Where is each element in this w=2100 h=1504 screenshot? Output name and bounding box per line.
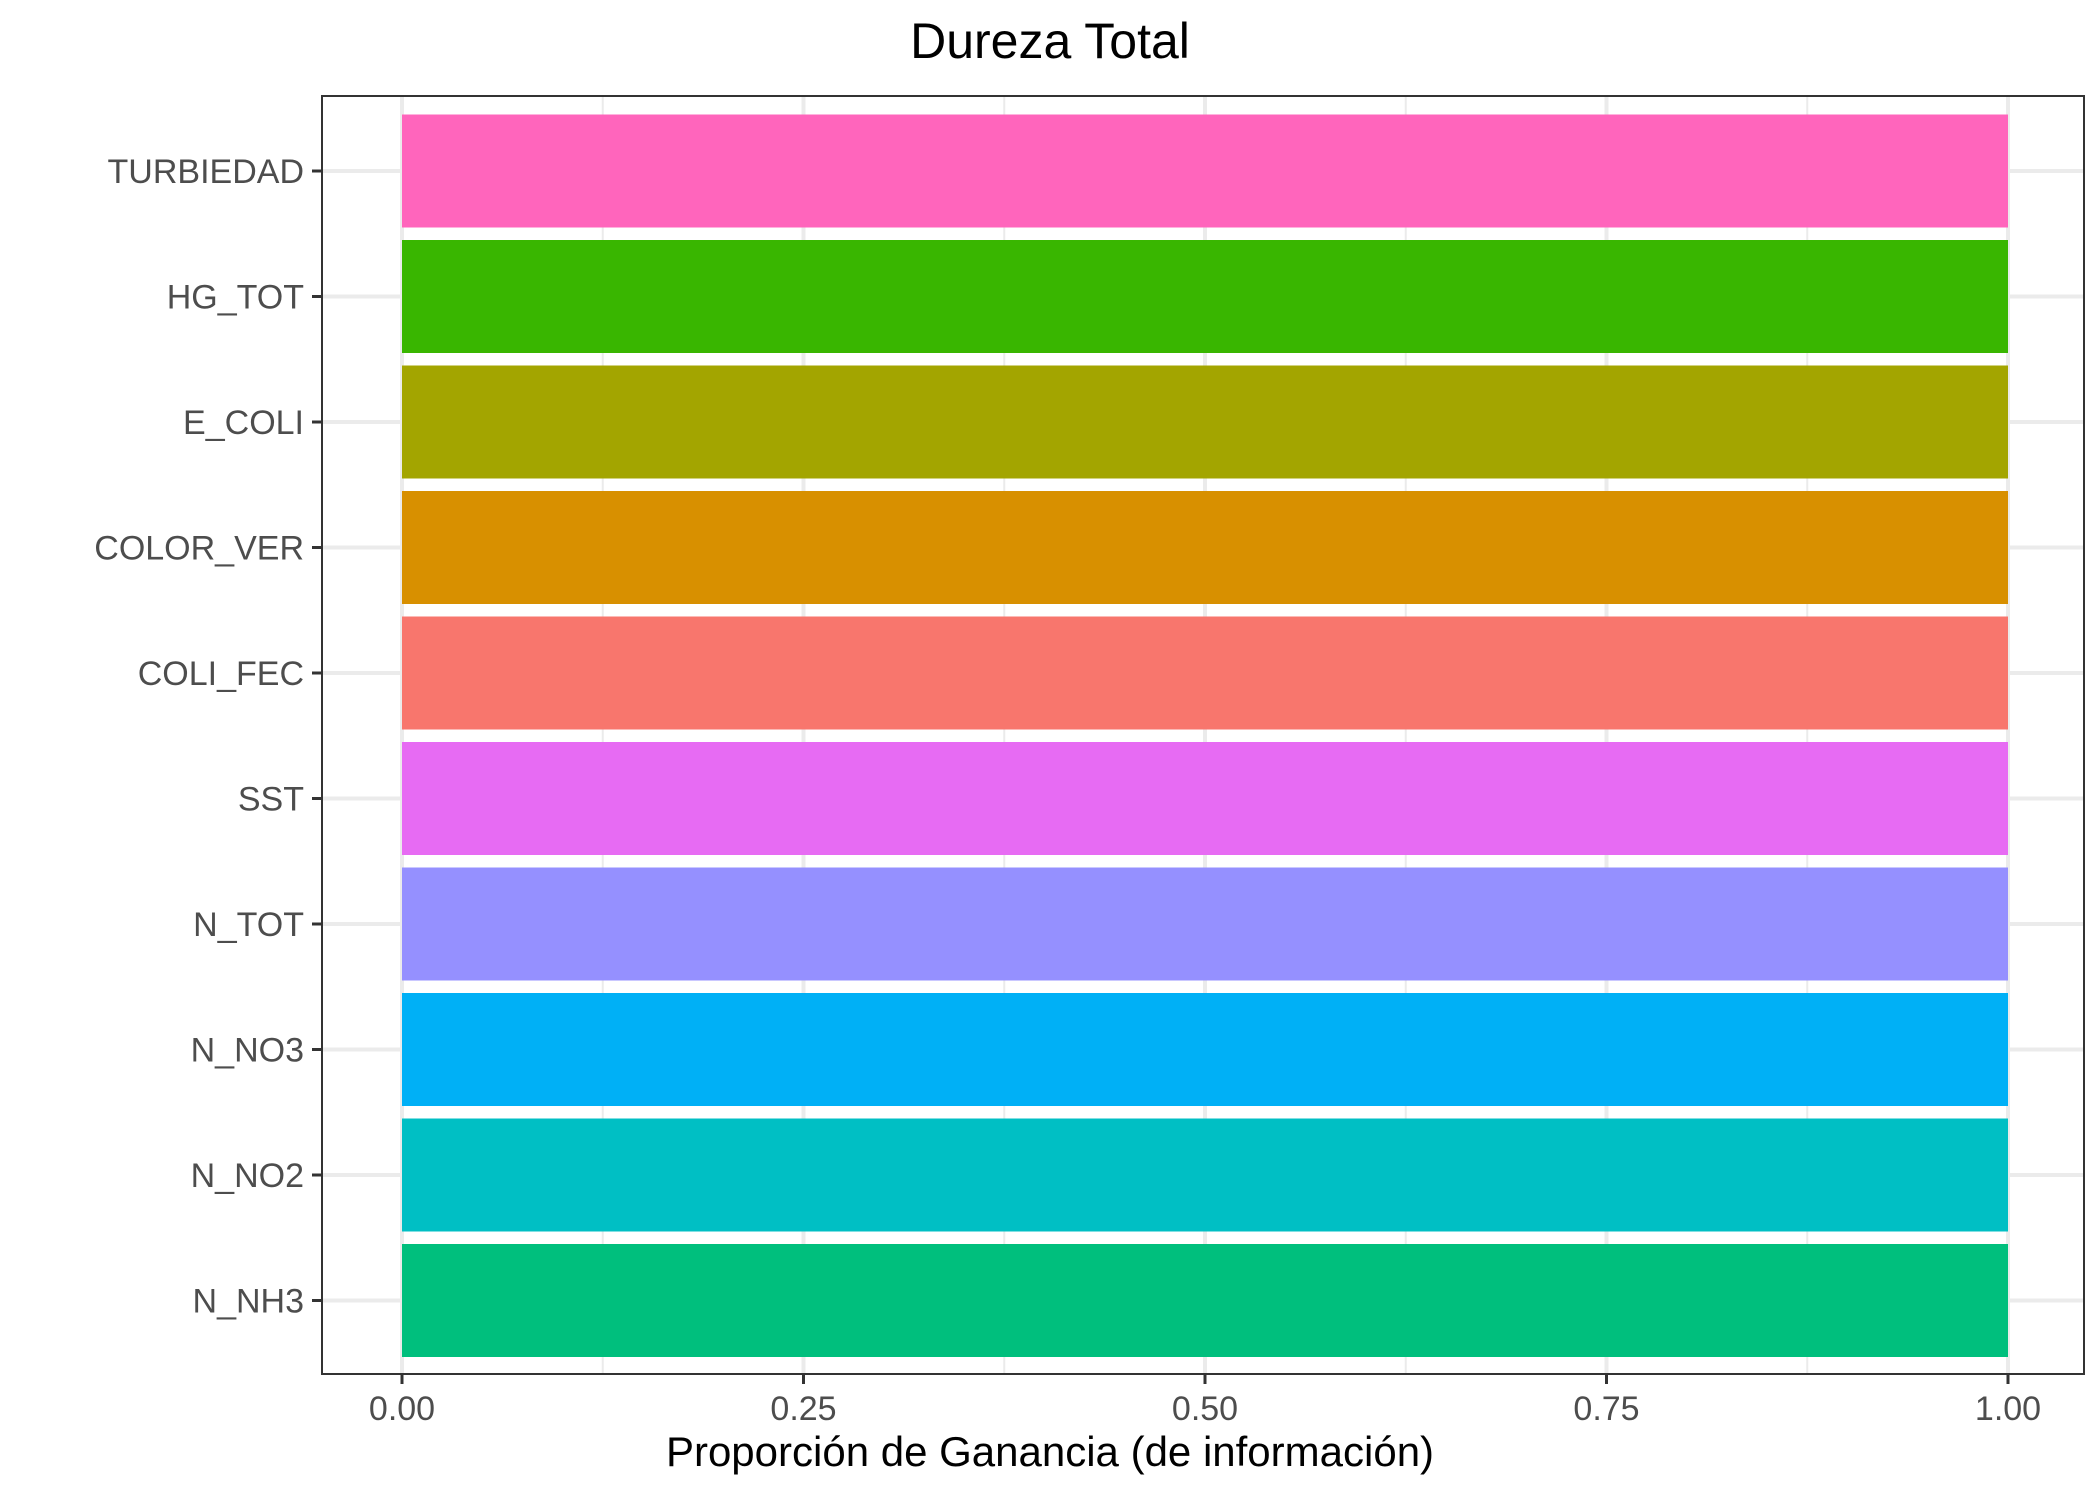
chart-title: Dureza Total	[910, 13, 1190, 69]
bar-coli-fec	[402, 616, 2008, 730]
x-tick-label: 0.00	[369, 1390, 435, 1428]
bar-n-nh3	[402, 1244, 2008, 1357]
panel-border	[321, 95, 2085, 1375]
y-tick-label: TURBIEDAD	[108, 153, 304, 191]
y-tick-label: N_NO3	[191, 1032, 304, 1070]
bar-n-tot	[402, 867, 2008, 981]
bar-hg-tot	[402, 240, 2008, 353]
bar-n-no2	[402, 1118, 2008, 1232]
bar-n-no3	[402, 993, 2008, 1106]
bar-color-ver	[402, 491, 2008, 604]
y-tick-label: HG_TOT	[167, 279, 304, 317]
x-tick-label: 1.00	[1975, 1390, 2041, 1428]
y-tick-label: N_NO2	[191, 1157, 304, 1195]
bar-sst	[402, 742, 2008, 855]
x-tick-label: 0.25	[770, 1390, 836, 1428]
y-tick-label: E_COLI	[183, 404, 304, 442]
bar-turbiedad	[402, 114, 2008, 228]
bar-e-coli	[402, 365, 2008, 479]
x-tick-label: 0.75	[1573, 1390, 1639, 1428]
y-tick-label: N_NH3	[193, 1283, 304, 1321]
x-tick-label: 0.50	[1172, 1390, 1238, 1428]
y-tick-label: SST	[238, 781, 304, 819]
y-tick-label: COLOR_VER	[94, 530, 304, 568]
x-axis-title: Proporción de Ganancia (de información)	[665, 1428, 1435, 1475]
y-tick-label: COLI_FEC	[138, 655, 304, 693]
y-tick-label: N_TOT	[193, 906, 304, 944]
